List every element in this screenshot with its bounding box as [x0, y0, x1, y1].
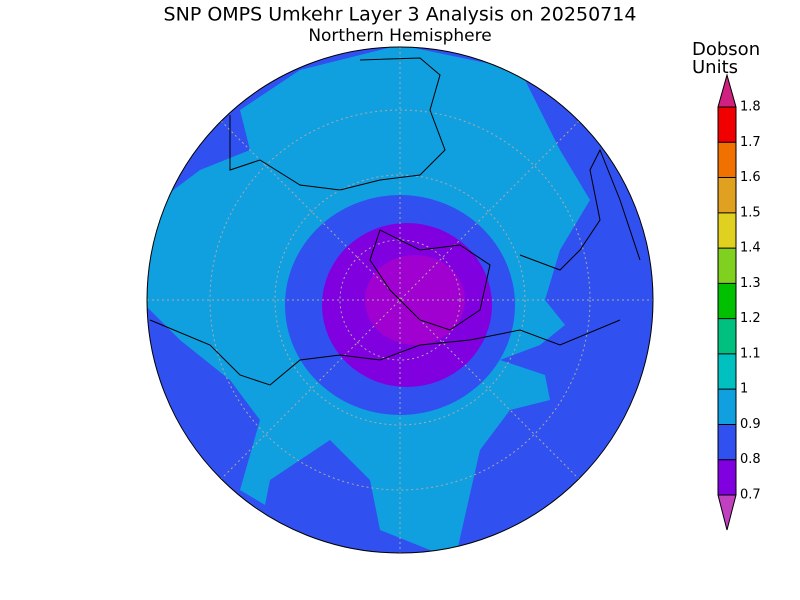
- ozone-region: [365, 255, 465, 345]
- colorbar-tick-label: 1.5: [740, 205, 761, 220]
- colorbar-band: [718, 142, 736, 178]
- colorbar-under: [718, 495, 736, 530]
- subtitle: Northern Hemisphere: [308, 26, 491, 46]
- colorbar-tick-label: 0.8: [740, 452, 761, 467]
- colorbar-over: [718, 75, 736, 107]
- colorbar-tick-label: 1.4: [740, 241, 761, 256]
- colorbar-tick-label: 1.3: [740, 276, 761, 291]
- colorbar-tick-label: 1.7: [740, 135, 761, 150]
- colorbar-band: [718, 459, 736, 495]
- coastlines: [149, 57, 641, 386]
- colorbar-band: [718, 212, 736, 249]
- map: [147, 47, 653, 553]
- map-outline: [146, 46, 654, 554]
- graticule: [147, 47, 653, 553]
- colorbar-band: [718, 283, 736, 319]
- colorbar-tick-label: 1.2: [740, 311, 761, 326]
- colorbar-tick-label: 1.8: [740, 100, 761, 115]
- colorbar-band: [718, 389, 736, 425]
- colorbar-label: Dobson: [692, 39, 760, 60]
- colorbar-tick-label: 1: [740, 382, 748, 397]
- colorbar-tick-label: 0.7: [740, 488, 761, 503]
- colorbar-band: [718, 353, 736, 390]
- colorbar-tick-label: 1.1: [740, 346, 761, 361]
- colorbar-tick-label: 1.6: [740, 170, 761, 185]
- title: SNP OMPS Umkehr Layer 3 Analysis on 2025…: [164, 4, 637, 26]
- colorbar-band: [718, 318, 736, 354]
- colorbar-band: [718, 107, 736, 143]
- colorbar-band: [718, 248, 736, 284]
- colorbar-band: [718, 177, 736, 213]
- colorbar-band: [718, 424, 736, 460]
- colorbar-label: Units: [692, 57, 738, 78]
- colorbar-tick-label: 0.9: [740, 417, 761, 432]
